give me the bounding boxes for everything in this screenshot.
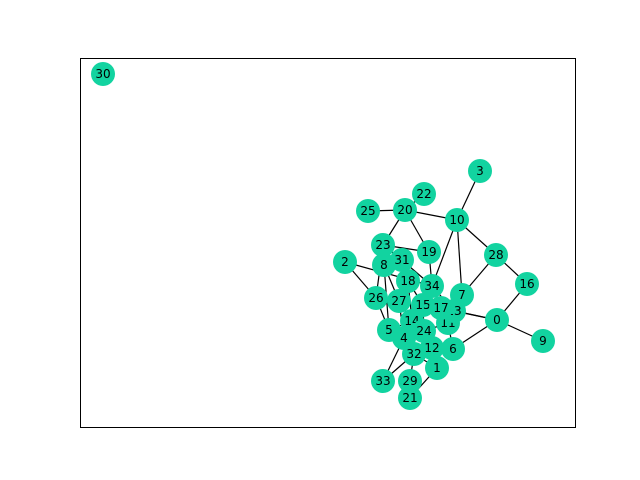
node-5: 5 <box>377 318 401 342</box>
node-label-18: 18 <box>400 274 415 288</box>
node-circle-16 <box>515 272 539 296</box>
node-label-29: 29 <box>402 374 417 388</box>
node-circle-27 <box>387 289 411 313</box>
node-label-10: 10 <box>449 213 464 227</box>
node-25: 25 <box>356 199 380 223</box>
node-18: 18 <box>396 269 420 293</box>
node-16: 16 <box>515 272 539 296</box>
node-label-27: 27 <box>391 294 406 308</box>
node-circle-2 <box>333 250 357 274</box>
node-label-16: 16 <box>519 277 534 291</box>
node-label-22: 22 <box>416 187 431 201</box>
node-circle-23 <box>371 233 395 257</box>
node-26: 26 <box>364 286 388 310</box>
node-label-8: 8 <box>380 258 388 272</box>
node-circle-17 <box>429 296 453 320</box>
node-circle-5 <box>377 318 401 342</box>
node-layer: 0123456789101112131415161718192021222324… <box>91 62 555 410</box>
node-22: 22 <box>412 182 436 206</box>
node-20: 20 <box>393 198 417 222</box>
node-label-24: 24 <box>416 324 431 338</box>
node-21: 21 <box>398 386 422 410</box>
node-label-2: 2 <box>341 255 349 269</box>
node-circle-28 <box>484 243 508 267</box>
node-circle-32 <box>402 342 426 366</box>
node-label-7: 7 <box>458 288 466 302</box>
node-19: 19 <box>417 240 441 264</box>
node-circle-3 <box>468 159 492 183</box>
node-23: 23 <box>371 233 395 257</box>
node-circle-9 <box>531 329 555 353</box>
node-label-19: 19 <box>421 245 436 259</box>
node-circle-15 <box>411 293 435 317</box>
node-label-5: 5 <box>385 323 393 337</box>
node-34: 34 <box>420 274 444 298</box>
node-circle-6 <box>441 337 465 361</box>
node-circle-22 <box>412 182 436 206</box>
node-24: 24 <box>412 319 436 343</box>
node-31: 31 <box>390 248 414 272</box>
edge-10-7 <box>456 219 463 296</box>
node-28: 28 <box>484 243 508 267</box>
node-label-3: 3 <box>476 164 484 178</box>
node-circle-19 <box>417 240 441 264</box>
node-30: 30 <box>91 62 115 86</box>
node-circle-33 <box>371 369 395 393</box>
node-label-0: 0 <box>493 313 501 327</box>
node-label-23: 23 <box>375 238 390 252</box>
node-1: 1 <box>425 356 449 380</box>
node-27: 27 <box>387 289 411 313</box>
node-10: 10 <box>445 208 469 232</box>
node-label-31: 31 <box>394 253 409 267</box>
node-3: 3 <box>468 159 492 183</box>
node-label-12: 12 <box>424 341 439 355</box>
node-circle-26 <box>364 286 388 310</box>
node-circle-0 <box>485 308 509 332</box>
node-6: 6 <box>441 337 465 361</box>
node-33: 33 <box>371 369 395 393</box>
node-label-17: 17 <box>433 301 448 315</box>
node-circle-25 <box>356 199 380 223</box>
node-label-1: 1 <box>433 361 441 375</box>
node-0: 0 <box>485 308 509 332</box>
node-circle-10 <box>445 208 469 232</box>
node-circle-29 <box>398 369 422 393</box>
node-17: 17 <box>429 296 453 320</box>
node-32: 32 <box>402 342 426 366</box>
node-circle-21 <box>398 386 422 410</box>
node-label-9: 9 <box>539 334 547 348</box>
node-circle-30 <box>91 62 115 86</box>
node-label-33: 33 <box>375 374 390 388</box>
node-label-4: 4 <box>400 331 408 345</box>
node-8: 8 <box>372 253 396 277</box>
node-label-34: 34 <box>424 279 439 293</box>
node-29: 29 <box>398 369 422 393</box>
node-circle-8 <box>372 253 396 277</box>
node-label-26: 26 <box>368 291 383 305</box>
node-circle-34 <box>420 274 444 298</box>
node-2: 2 <box>333 250 357 274</box>
node-circle-20 <box>393 198 417 222</box>
node-label-30: 30 <box>95 67 110 81</box>
node-9: 9 <box>531 329 555 353</box>
node-label-20: 20 <box>397 203 412 217</box>
node-circle-18 <box>396 269 420 293</box>
node-circle-1 <box>425 356 449 380</box>
node-label-32: 32 <box>406 347 421 361</box>
node-label-15: 15 <box>415 298 430 312</box>
node-label-21: 21 <box>402 391 417 405</box>
node-circle-31 <box>390 248 414 272</box>
node-label-28: 28 <box>488 248 503 262</box>
plot-frame <box>80 58 576 428</box>
node-15: 15 <box>411 293 435 317</box>
node-label-6: 6 <box>449 342 457 356</box>
node-label-25: 25 <box>360 204 375 218</box>
node-circle-24 <box>412 319 436 343</box>
